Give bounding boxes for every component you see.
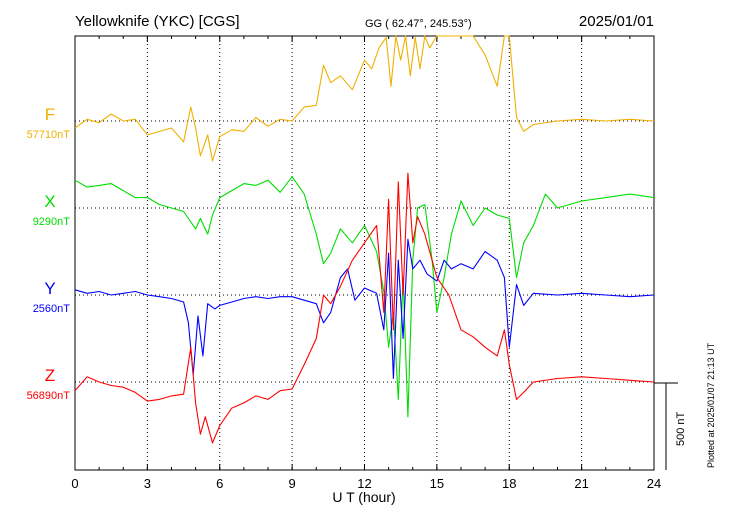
x-tick-label: 3 (144, 476, 151, 491)
x-tick-label: 0 (71, 476, 78, 491)
series-line-f (74, 35, 655, 162)
scale-bar-label: 500 nT (675, 411, 687, 446)
geographic-coordinates: GG ( 62.47°, 245.53°) (365, 18, 472, 30)
x-axis-label: U T (hour) (332, 489, 395, 505)
series-lines (74, 35, 655, 444)
series-name-z: Z (45, 366, 55, 385)
series-name-x: X (44, 192, 55, 211)
series-name-f: F (45, 105, 55, 124)
plotted-timestamp: Plotted at 2025/01/07 21:13 UT (706, 342, 716, 468)
series-baseline-f: 57710nT (27, 129, 71, 141)
series-labels: F 57710nT X 9290nT Y 2560nT Z 56890nT (27, 105, 71, 402)
series-name-y: Y (44, 279, 55, 298)
series-line-z (74, 172, 655, 444)
x-tick-label: 15 (430, 476, 444, 491)
series-baseline-y: 2560nT (33, 303, 71, 315)
grid (75, 36, 654, 470)
series-line-y (74, 238, 655, 380)
x-tick-label: 6 (216, 476, 223, 491)
x-tick-label: 12 (357, 476, 371, 491)
x-tick-label: 21 (574, 476, 588, 491)
series-line-x (74, 176, 655, 418)
x-tick-label: 9 (289, 476, 296, 491)
station-title: Yellowknife (YKC) [CGS] (75, 13, 240, 30)
x-axis-ticks: 0 3 6 9 12 15 18 21 24 (71, 36, 661, 491)
chart-date: 2025/01/01 (579, 13, 654, 30)
series-baseline-z: 56890nT (27, 390, 71, 402)
x-tick-label: 18 (502, 476, 516, 491)
x-tick-label: 24 (647, 476, 661, 491)
series-baseline-x: 9290nT (33, 216, 71, 228)
